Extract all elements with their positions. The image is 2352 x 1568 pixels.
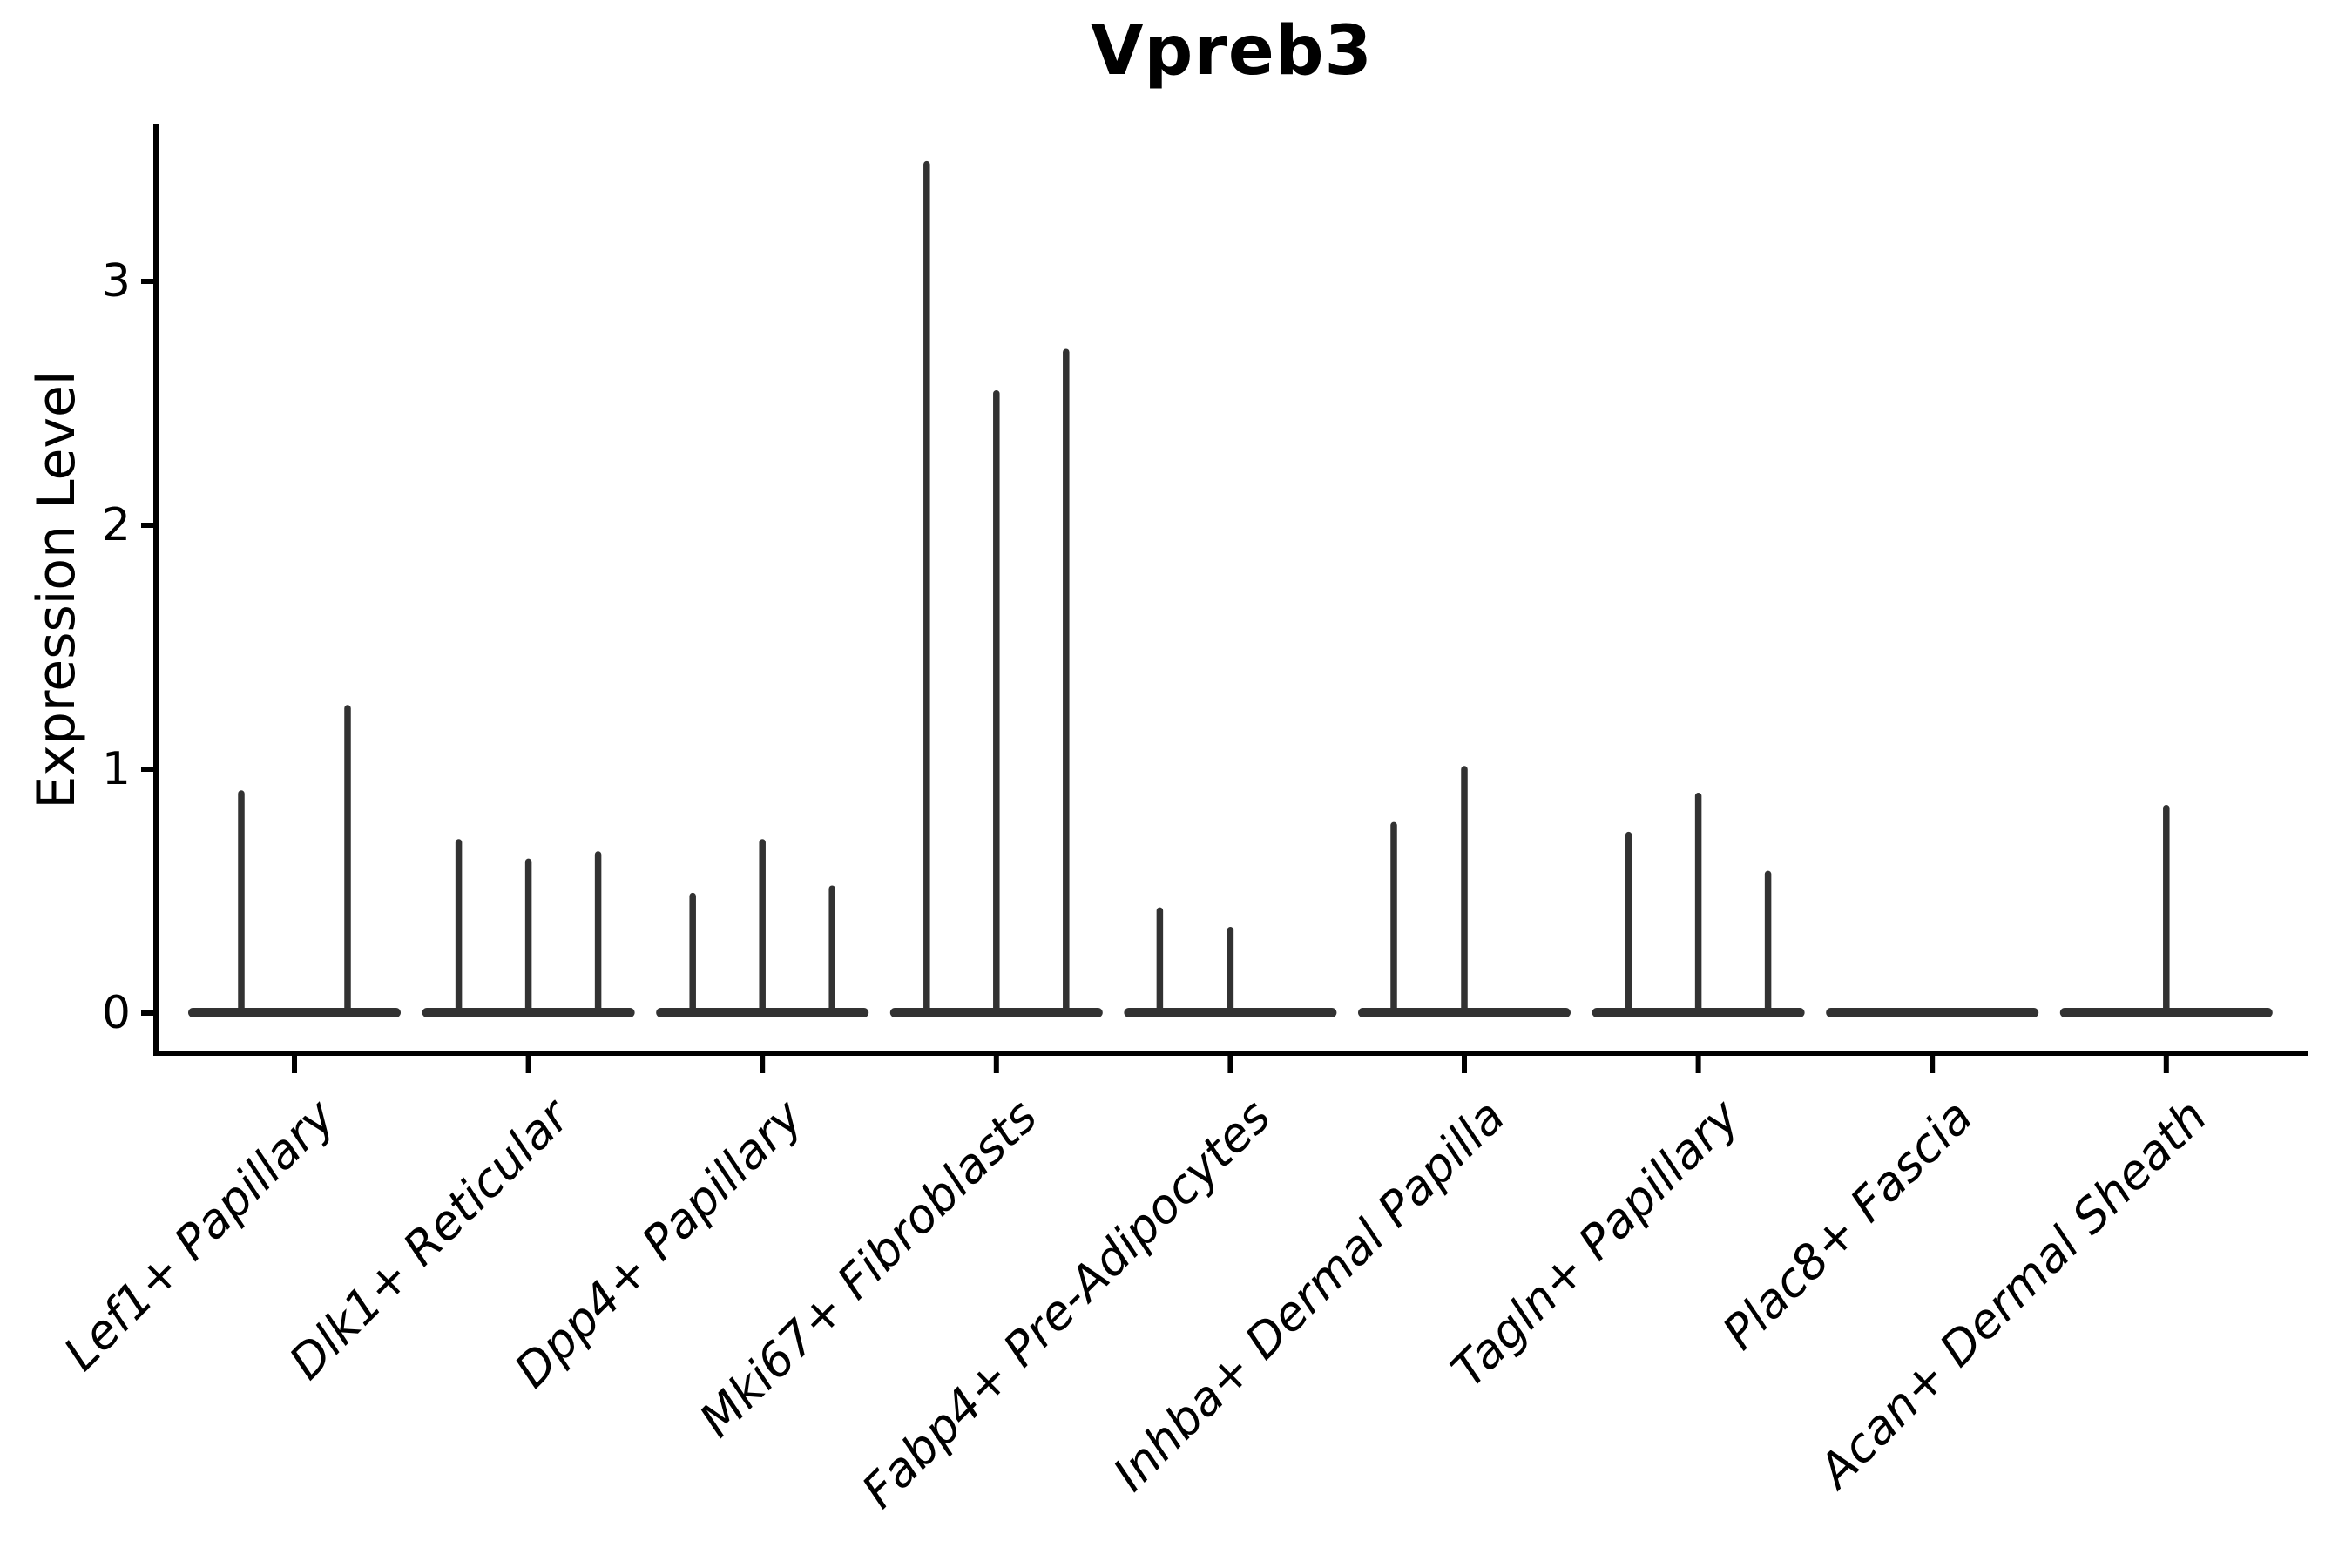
y-tick-label-2: 2 (101, 499, 131, 551)
y-tick-label-0: 0 (101, 987, 131, 1039)
violin-body (1826, 1008, 2039, 1017)
chart-title: Vpreb3 (1091, 12, 1373, 91)
y-tick-label-3: 3 (101, 255, 131, 308)
y-tick-label-1: 1 (101, 743, 131, 795)
violin-body (188, 1008, 401, 1017)
